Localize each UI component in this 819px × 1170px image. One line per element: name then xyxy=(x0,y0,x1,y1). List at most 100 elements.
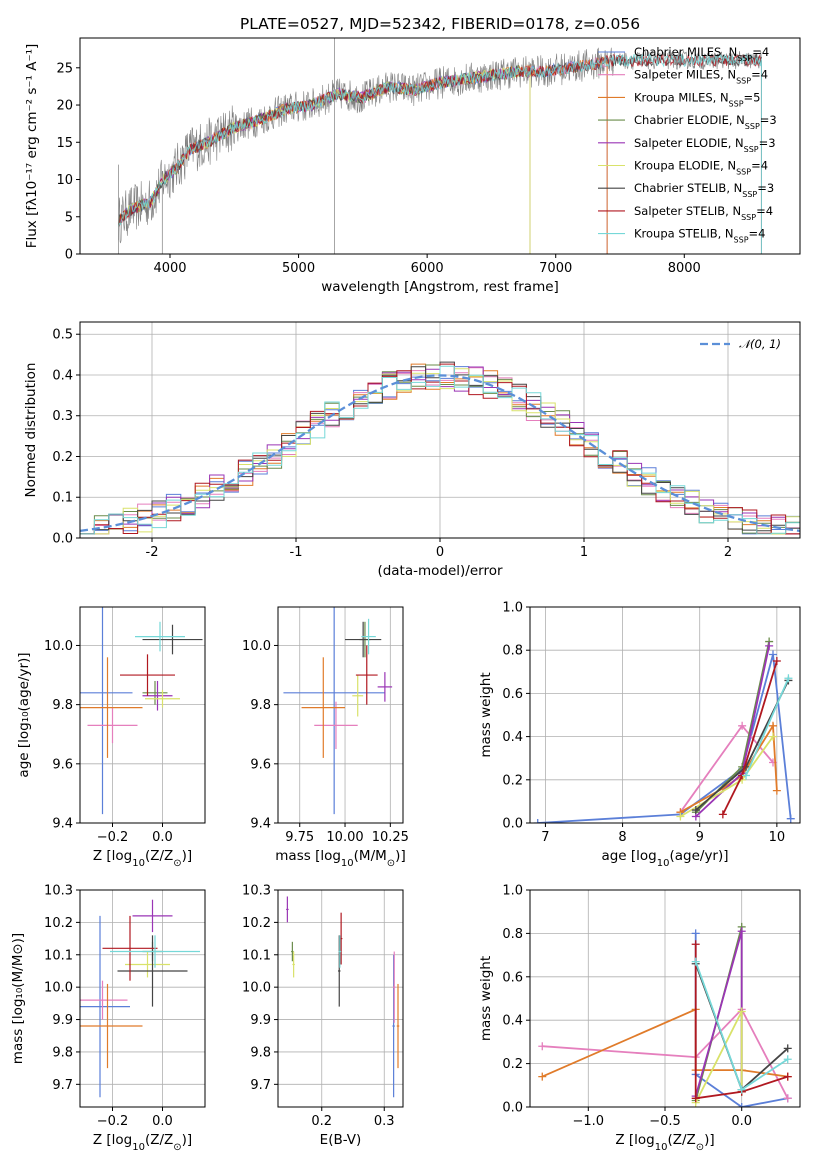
y-tick-label: 0.0 xyxy=(502,1101,523,1116)
legend-label: Chabrier STELIB, NSSP=3 xyxy=(634,181,774,199)
x-tick-label: −0.2 xyxy=(97,830,129,845)
x-axis-label: mass [log10(M/M⊙)] xyxy=(275,848,405,869)
series-marker xyxy=(691,940,700,949)
chart-massweight-vs-Z: −1.0 −0.5 0.0 0.0 0.2 0.4 0.6 0.8 1.0 Z [log10(Z/… xyxy=(478,884,801,1153)
legend-label: Kroupa STELIB, NSSP=4 xyxy=(634,227,765,245)
x-tick-label: -2 xyxy=(146,545,159,560)
y-tick-label: 9.8 xyxy=(52,698,73,713)
y-tick-label: 0.2 xyxy=(52,450,73,465)
series-marker xyxy=(738,721,747,730)
y-tick-label: 10.0 xyxy=(242,981,271,996)
x-axis-label: (data-model)/error xyxy=(377,563,503,579)
series-line-salpeter-elodie xyxy=(695,645,770,818)
legend-label: Kroupa ELODIE, NSSP=4 xyxy=(634,159,768,177)
legend-label: Chabrier MILES, NSSP=4 xyxy=(634,45,769,63)
y-tick-label: 9.6 xyxy=(250,757,271,772)
y-tick-label: 9.8 xyxy=(52,1045,73,1060)
y-tick-label: 0.4 xyxy=(502,1014,523,1029)
y-tick-label: 10.2 xyxy=(44,916,73,931)
legend-label-tail: =4 xyxy=(756,204,773,218)
legend-label-main: Chabrier STELIB, N xyxy=(634,181,742,195)
x-axis-label-part: )] xyxy=(182,1132,193,1148)
legend-label-tail: =4 xyxy=(751,159,768,173)
series-marker xyxy=(737,1085,746,1094)
x-tick-label: 9.75 xyxy=(285,830,314,845)
legend-label-sub: SSP xyxy=(729,99,744,108)
plot-area xyxy=(533,637,795,823)
legend-label-sub: SSP xyxy=(736,76,751,85)
plot-area xyxy=(80,607,203,815)
x-axis-label-part: )] xyxy=(182,848,193,864)
legend-label-sub: SSP xyxy=(734,235,749,244)
series-marker xyxy=(783,1055,792,1064)
x-axis-label-part: Z [log xyxy=(93,1132,132,1148)
y-tick-label: 25 xyxy=(56,61,73,76)
y-tick-label: 9.8 xyxy=(250,698,271,713)
x-tick-label: 10.25 xyxy=(372,830,409,845)
x-tick-label: 2 xyxy=(724,545,732,560)
series-marker xyxy=(765,641,774,650)
y-tick-label: 10.1 xyxy=(44,948,73,963)
axes-frame xyxy=(79,37,801,255)
chart-residuals: -2 -1 0 1 2 0.0 0.1 0.2 0.3 0.4 0.5 𝒩(0, 1) (data-mo… xyxy=(23,321,801,579)
model-line-salpeter-elodie xyxy=(118,65,531,227)
x-axis-label-part: )] xyxy=(704,1132,715,1148)
y-tick-label: 0.6 xyxy=(502,970,523,985)
x-axis-label-part: (Z/Z xyxy=(145,848,173,864)
series-marker xyxy=(737,927,746,936)
series-marker xyxy=(786,814,795,823)
x-tick-label: 0 xyxy=(436,545,444,560)
y-tick-label: 0.4 xyxy=(52,368,73,383)
legend-label-tail: =3 xyxy=(757,181,774,195)
y-tick-label: 9.8 xyxy=(250,1045,271,1060)
x-tick-label: 0.0 xyxy=(152,1114,173,1129)
x-axis-label-part: )] xyxy=(395,848,406,864)
normal-curve xyxy=(80,374,800,533)
series-marker xyxy=(691,1094,700,1103)
y-tick-label: 5 xyxy=(65,210,73,225)
plot-area xyxy=(80,899,200,1098)
legend-label: Kroupa MILES, NSSP=5 xyxy=(634,90,760,108)
y-tick-label: 10.3 xyxy=(242,884,271,899)
chart-mass-vs-EBV: 0.2 0.3 9.7 9.8 9.9 10.0 10.1 10.2 10.3 E(B-V) xyxy=(242,884,404,1148)
legend-label: Chabrier ELODIE, NSSP=3 xyxy=(634,113,777,131)
y-tick-label: 9.9 xyxy=(52,1013,73,1028)
legend-label-tail: =4 xyxy=(751,68,768,82)
x-axis-label-part: Z [log xyxy=(615,1132,654,1148)
y-axis-label: Flux [fλ10⁻¹⁷ erg cm⁻² s⁻¹ A⁻¹] xyxy=(24,44,40,249)
y-tick-label: 0.2 xyxy=(502,1057,523,1072)
plot-area xyxy=(286,896,400,1098)
legend-label: 𝒩(0, 1) xyxy=(739,337,781,351)
y-tick-label: 0.8 xyxy=(502,644,523,659)
x-axis-label-part: 10 xyxy=(657,858,670,869)
chart-mass-vs-Z: −0.2 0.0 9.7 9.8 9.9 10.0 10.1 10.2 10.3 Z [log10… xyxy=(10,884,206,1153)
y-tick-label: 10.1 xyxy=(242,948,271,963)
y-axis-label: mass weight xyxy=(478,956,494,1041)
y-tick-label: 1.0 xyxy=(502,601,523,616)
y-axis-label: mass weight xyxy=(478,672,494,757)
series-marker xyxy=(691,929,700,938)
plot-area xyxy=(283,607,393,815)
y-tick-label: 0.8 xyxy=(502,927,523,942)
y-tick-label: 10.0 xyxy=(242,639,271,654)
y-tick-label: 0.0 xyxy=(52,532,73,547)
y-tick-label: 0.4 xyxy=(502,730,523,745)
legend-label: Salpeter STELIB, NSSP=4 xyxy=(634,204,773,222)
x-tick-label: −0.2 xyxy=(97,1114,129,1129)
chart-spectrum: 4000 5000 6000 7000 8000 0 5 10 15 20 25 Chabrier M… xyxy=(24,37,801,295)
y-tick-label: 9.4 xyxy=(250,817,271,832)
y-tick-label: 0.0 xyxy=(502,817,523,832)
plot-area xyxy=(80,361,800,538)
x-axis-label: E(B-V) xyxy=(320,1132,362,1148)
x-tick-label: 7 xyxy=(541,830,549,845)
x-tick-label: 5000 xyxy=(282,261,315,276)
y-tick-label: 10 xyxy=(56,173,73,188)
series-marker xyxy=(538,1072,547,1081)
x-tick-label: 10 xyxy=(769,830,786,845)
y-tick-label: 0.5 xyxy=(52,328,73,343)
x-axis-label: Z [log10(Z/Z⊙)] xyxy=(93,848,192,869)
x-tick-label: 9 xyxy=(696,830,704,845)
